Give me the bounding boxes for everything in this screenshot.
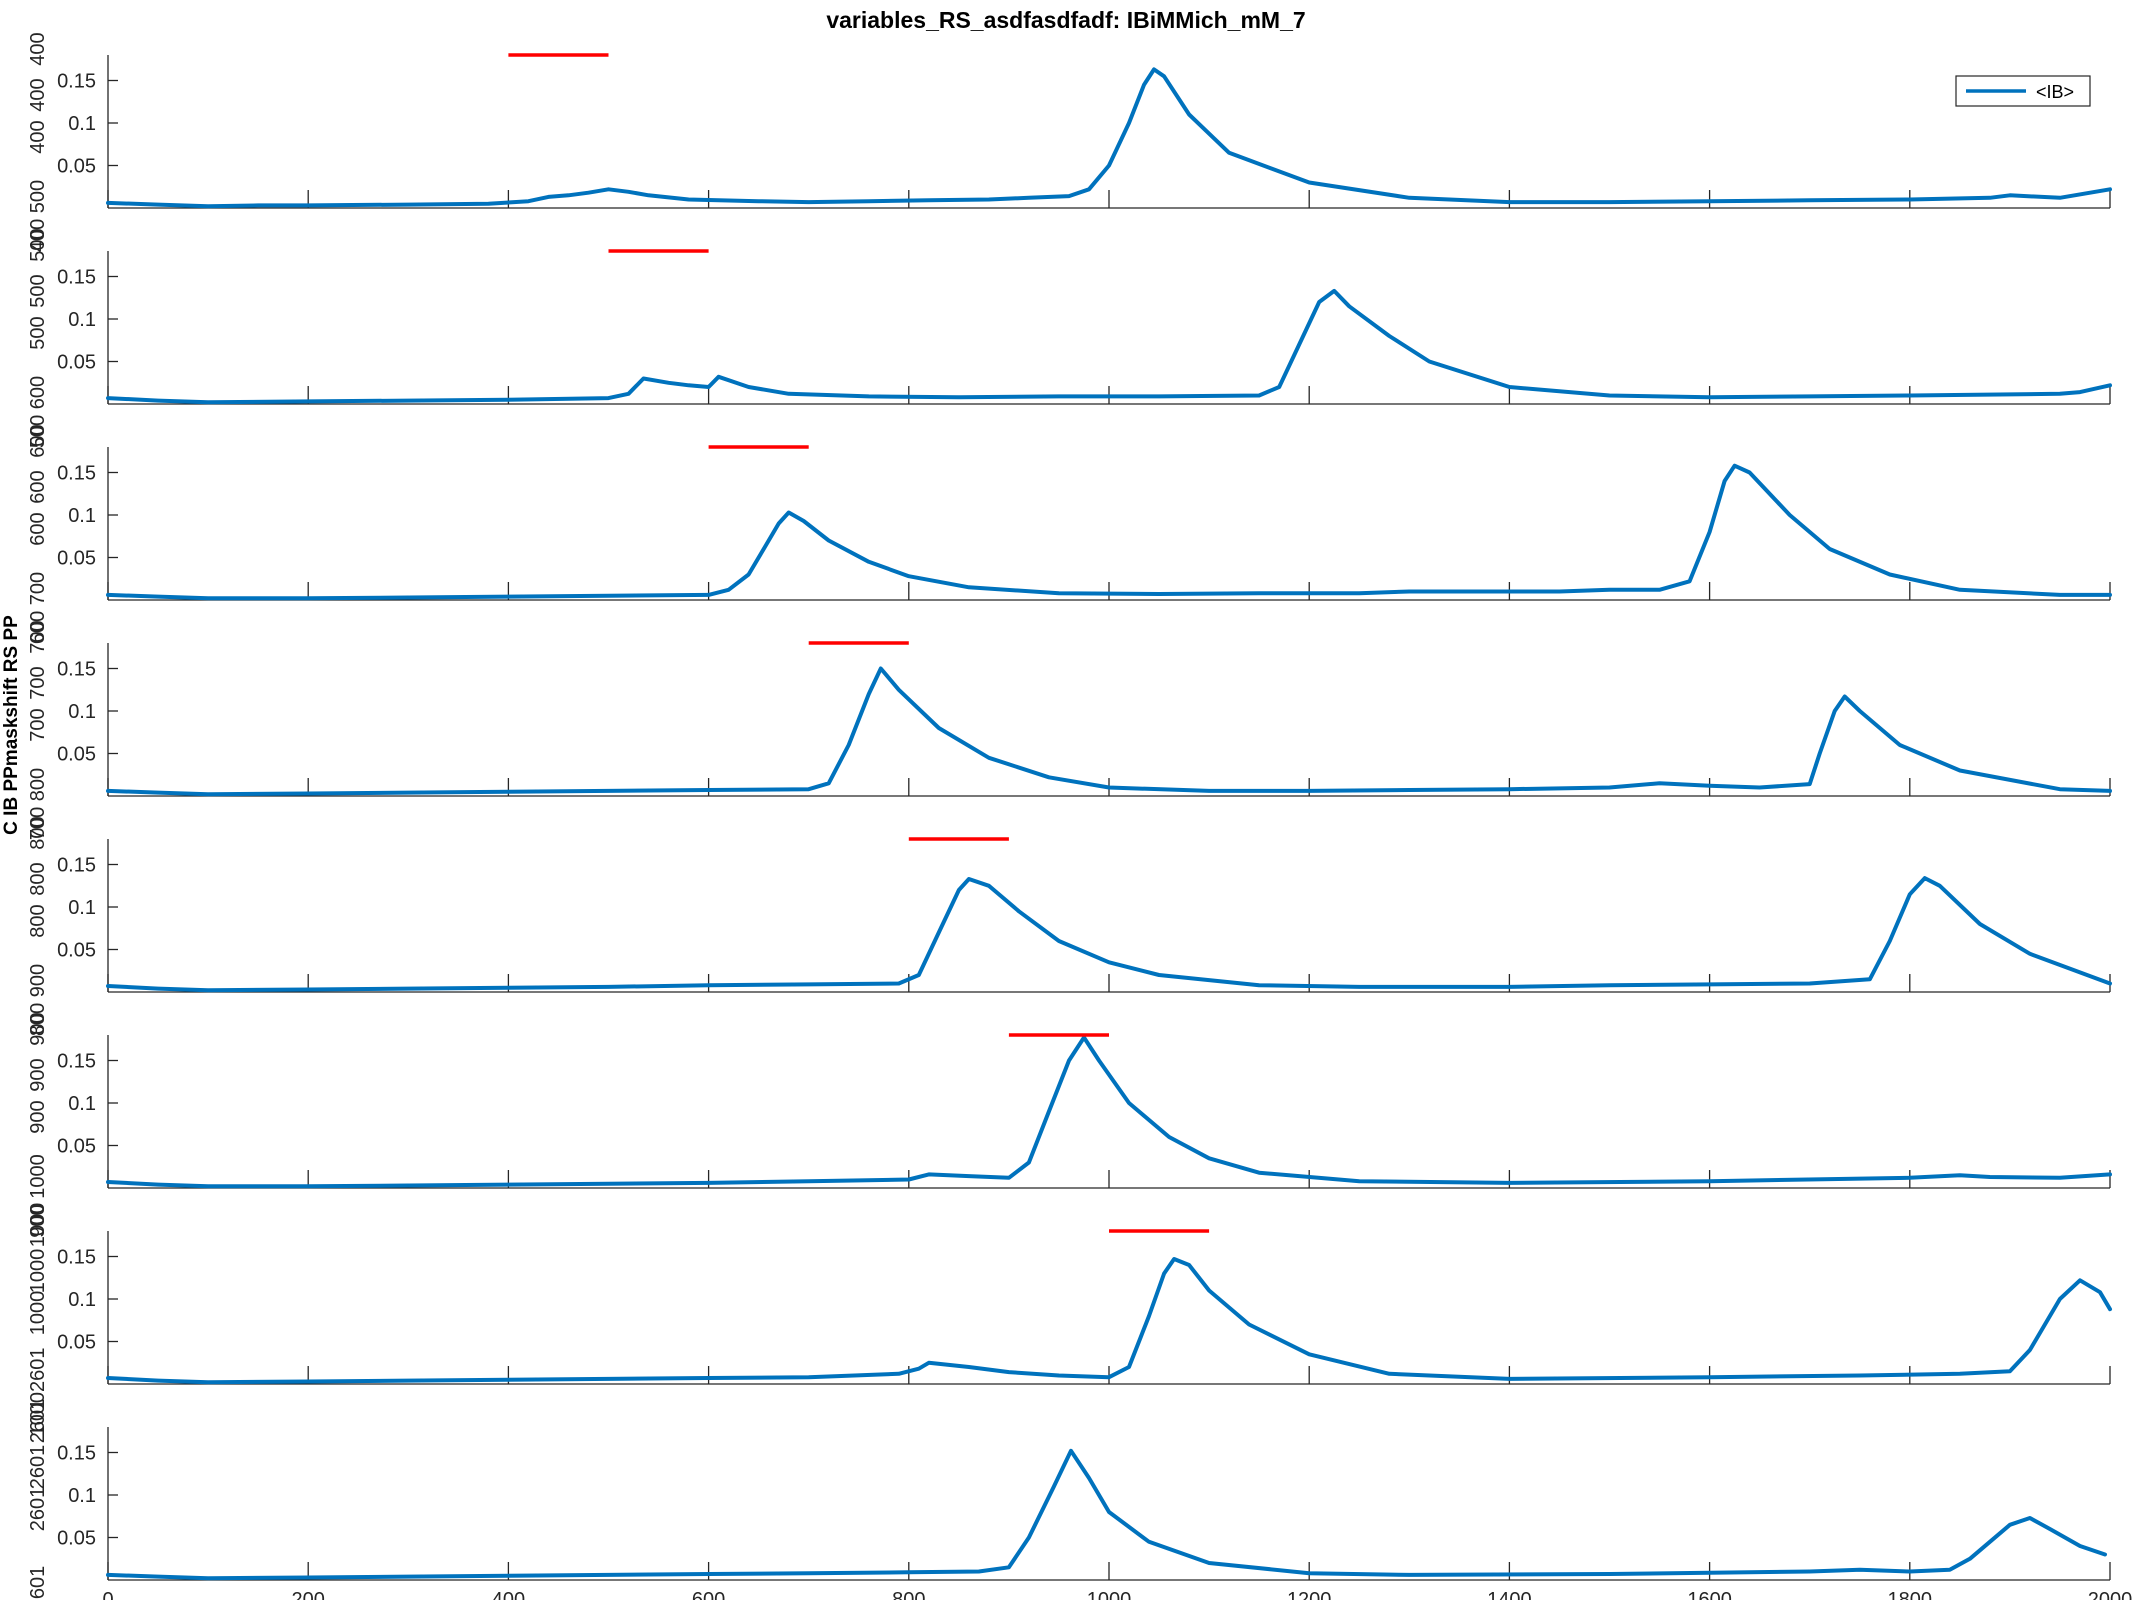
overlap-axis-label: 2601 <box>27 1566 49 1600</box>
overlap-axis-label: 600 <box>27 424 49 457</box>
overlap-axis-label: 600 <box>27 512 49 545</box>
overlap-axis-label: 500 <box>27 228 49 261</box>
y-tick-label: 0.05 <box>57 156 96 178</box>
ib-series-line <box>106 876 2112 993</box>
y-tick-label: 0.1 <box>68 113 96 135</box>
y-tick-label: 0.15 <box>57 855 96 877</box>
overlap-axis-label: 800 <box>27 904 49 937</box>
ib-series-line <box>106 1448 2107 1581</box>
ib-series-line <box>106 666 2112 797</box>
overlap-axis-label: 700 <box>27 708 49 741</box>
subplot-3: 0.05 0.1 0.15 600 600 600 600 700 <box>27 424 2112 644</box>
y-axis-label: C IB PPmaskshift RS PP <box>1 615 22 835</box>
y-tick-label: 0.1 <box>68 1289 96 1311</box>
overlap-axis-label: 500 600 <box>27 376 49 448</box>
y-tick-label: 0.05 <box>57 940 96 962</box>
x-tick-label: 600 <box>692 1589 725 1600</box>
y-tick-label: 0.15 <box>57 1247 96 1269</box>
overlap-axis-label: 2601 <box>27 1487 49 1532</box>
subplot-1: 0.05 0.1 0.15 400 400 400 400 500 <box>27 32 2112 252</box>
y-tick-label: 0.15 <box>57 267 96 289</box>
overlap-axis-label: 2601 <box>27 1445 49 1490</box>
overlap-axis-label: 900 <box>27 1100 49 1133</box>
overlap-axis-label: 600 <box>27 470 49 503</box>
y-tick-label: 0.15 <box>57 463 96 485</box>
overlap-axis-label: 400 <box>27 78 49 111</box>
ib-series-line <box>106 463 2112 601</box>
ib-series-line <box>106 67 2112 209</box>
x-tick-label: 1600 <box>1687 1589 1732 1600</box>
y-tick-label: 0.05 <box>57 352 96 374</box>
overlap-axis-label: 800 <box>27 816 49 849</box>
overlap-axis-label: 500 <box>27 274 49 307</box>
overlap-axis-label: 1000 <box>27 1203 49 1248</box>
x-tick-label: 1000 <box>1087 1589 1132 1600</box>
ib-series-line <box>106 288 2112 405</box>
ib-series-line <box>106 1035 2112 1189</box>
y-tick-label: 0.05 <box>57 1136 96 1158</box>
y-tick-label: 0.1 <box>68 505 96 527</box>
overlap-axis-label: 2601 <box>27 1399 49 1444</box>
y-tick-label: 0.15 <box>57 659 96 681</box>
x-tick-label: 1400 <box>1487 1589 1532 1600</box>
y-tick-label: 0.05 <box>57 548 96 570</box>
overlap-axis-label: 900 <box>27 1058 49 1091</box>
overlap-axis-label: 400 <box>27 32 49 65</box>
overlap-axis-label: 800 900 <box>27 964 49 1036</box>
subplot-4: 0.05 0.1 0.15 700 700 700 700 800 <box>27 620 2112 840</box>
overlap-axis-label: 700 800 <box>27 768 49 840</box>
y-tick-label: 0.05 <box>57 1528 96 1550</box>
y-tick-label: 0.1 <box>68 309 96 331</box>
y-tick-label: 0.1 <box>68 701 96 723</box>
legend-label: <IB> <box>2036 82 2074 102</box>
subplot-8: 0 200 400 600 800 1000 1200 1400 1600 1800 2000 0.0… <box>27 1399 2132 1600</box>
y-tick-label: 0.15 <box>57 1443 96 1465</box>
x-tick-label: 2000 <box>2088 1589 2133 1600</box>
overlap-axis-label: 400 <box>27 120 49 153</box>
y-tick-label: 0.15 <box>57 71 96 93</box>
x-tick-label: 400 <box>492 1589 525 1600</box>
y-tick-label: 0.05 <box>57 744 96 766</box>
overlap-axis-label: 500 <box>27 316 49 349</box>
y-tick-label: 0.1 <box>68 1485 96 1507</box>
overlap-axis-label: 800 <box>27 862 49 895</box>
x-tick-label: 1800 <box>1888 1589 1933 1600</box>
subplot-5: 0.05 0.1 0.15 800 800 800 800 900 <box>27 816 2112 1036</box>
panels-group: 0.05 0.1 0.15 400 400 400 400 500 0.05 0.1 0.15 50… <box>27 32 2132 1600</box>
x-tick-label: 1200 <box>1287 1589 1332 1600</box>
y-tick-label: 0.1 <box>68 1093 96 1115</box>
overlap-axis-label: 1000 <box>27 1249 49 1294</box>
overlap-axis-label: 900 1000 <box>27 1154 49 1237</box>
subplot-6: 0.05 0.1 0.15 900 900 900 900 1000 <box>27 1012 2112 1238</box>
x-tick-label: 0 <box>102 1589 113 1600</box>
y-tick-label: 0.15 <box>57 1051 96 1073</box>
overlap-axis-label: 700 <box>27 620 49 653</box>
overlap-axis-label: 600 700 <box>27 572 49 644</box>
y-tick-label: 0.05 <box>57 1332 96 1354</box>
overlap-axis-label: 700 <box>27 666 49 699</box>
overlap-axis-label: 400 500 <box>27 180 49 252</box>
chart-title: variables_RS_asdfasdfadf: IBiMMich_mM_7 <box>826 7 1305 33</box>
x-tick-label: 800 <box>892 1589 925 1600</box>
overlap-axis-label: 1000 <box>27 1291 49 1336</box>
ib-series-line <box>106 1257 2112 1385</box>
legend[interactable]: <IB> <box>1955 75 2091 107</box>
y-tick-label: 0.1 <box>68 897 96 919</box>
x-tick-label: 200 <box>292 1589 325 1600</box>
overlap-axis-label: 900 <box>27 1012 49 1045</box>
overlap-axis-label: 10002601 <box>27 1348 49 1437</box>
subplot-2: 0.05 0.1 0.15 500 500 500 500 600 <box>27 228 2112 448</box>
